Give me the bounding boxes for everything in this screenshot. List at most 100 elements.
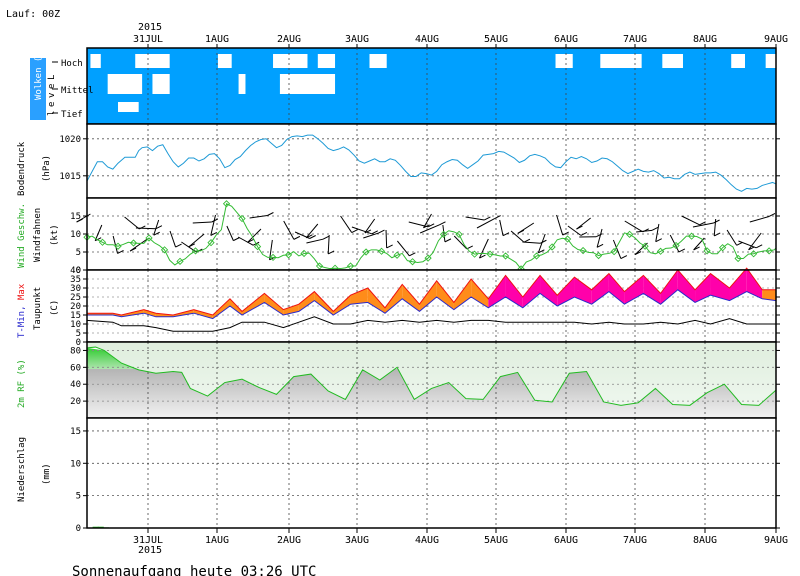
date-label-top: 6AUG: [554, 34, 578, 45]
precipitation-gridlines: [87, 418, 776, 528]
wind-barb-flag: [267, 212, 274, 216]
wind-barb: [499, 219, 504, 236]
clear-sky-gap: [118, 102, 139, 112]
wind-barb-flag: [76, 218, 83, 223]
wind-marker: [486, 250, 494, 258]
dewpoint-line: [86, 316, 776, 332]
ytick-label: 20: [70, 302, 81, 312]
date-label-bottom: 4AUG: [415, 535, 439, 546]
wind-barb-flag: [94, 237, 102, 242]
wind-barb: [749, 216, 770, 223]
top-date-labels: 31JUL 1AUG 2AUG 3AUG 4AUG 5AUG 6AUG 7AUG 8AUG 9AU…: [133, 34, 788, 48]
wind-marker: [191, 247, 200, 255]
wind-barb: [210, 214, 216, 236]
wind-marker: [222, 200, 231, 208]
wind-barb-flag: [596, 233, 603, 238]
wind-barb-flag: [210, 232, 217, 236]
wind-barb: [247, 228, 262, 243]
wind-barb-flag: [713, 219, 720, 224]
wind-barb-flag: [768, 213, 776, 217]
pressure-ylabel: Bodendruck: [17, 141, 27, 196]
cloud-cover-panel: Wolken (%) Level Hoch Mittel Tief: [30, 46, 800, 125]
wind-barb-flag: [714, 232, 721, 237]
date-label-top: 1AUG: [205, 34, 229, 45]
wind-marker: [129, 239, 138, 247]
temperature-range-segment: [608, 273, 625, 305]
date-label-bottom: 31JUL: [133, 535, 163, 546]
pressure-background: [87, 124, 776, 198]
clear-sky-gap: [317, 54, 336, 68]
wind-marker: [346, 262, 355, 270]
wind-barb-flag: [378, 229, 385, 234]
wind-marker: [563, 235, 572, 243]
temperature-range-segment: [746, 268, 763, 299]
wind-barb-flag: [699, 221, 706, 226]
wind-barb: [249, 214, 268, 219]
wind-marker: [703, 247, 711, 255]
clear-sky-gap: [369, 54, 387, 68]
temperature-range-segment: [591, 273, 609, 305]
temperature-range-segment: [350, 288, 368, 305]
wind-marker: [734, 254, 742, 263]
wind-marker: [610, 248, 618, 256]
date-label-top: 2AUG: [277, 34, 301, 45]
wind-barb: [112, 235, 119, 254]
wind-barb-flag: [309, 235, 316, 239]
dewpoint-ylabel: Taupunkt: [33, 287, 43, 330]
temperature-range-segment: [762, 289, 776, 301]
date-label-top: 9AUG: [764, 34, 788, 45]
temperature-range-segment: [522, 275, 541, 308]
wind-barb-flag: [351, 229, 358, 234]
pressure-series-line: [86, 134, 777, 192]
wind-barb-flag: [479, 254, 486, 259]
wind-barb: [363, 232, 379, 239]
precipitation-yticks: 0 5 10 15: [70, 427, 780, 534]
wind-barb: [305, 223, 319, 239]
wind-barb-flag: [117, 250, 124, 254]
wind-marker: [424, 254, 432, 262]
temperature-range-segment: [264, 293, 284, 315]
sunrise-footer: Sonnenaufgang heute 03:26 UTC: [72, 564, 316, 576]
date-label-bottom: 5AUG: [484, 535, 508, 546]
wind-ylabel: Wind Geschw.: [17, 203, 27, 268]
wind-barb: [192, 221, 212, 224]
humidity-panel: 20 40 60 80 2m RF (%): [17, 341, 780, 419]
wind-barb-flag: [423, 224, 430, 229]
cloud-ylabel: Wolken (%): [34, 46, 44, 100]
wind-marker: [687, 232, 696, 240]
wind-marker: [470, 250, 479, 258]
clear-sky-gap: [217, 54, 232, 68]
wind-barb-flag: [634, 251, 642, 256]
ytick-label: 10: [70, 230, 81, 240]
ytick-label: 0: [76, 338, 81, 348]
wind-marker: [532, 252, 541, 260]
wind-barb-flag: [596, 243, 604, 248]
wind-barb-flag: [364, 229, 372, 234]
run-label: Lauf: 00Z: [6, 9, 60, 20]
clear-sky-gap: [279, 74, 336, 94]
wind-barb: [681, 215, 700, 226]
clear-sky-gap: [731, 54, 745, 68]
clear-sky-gap: [152, 74, 170, 94]
pressure-yticks: 1015 1020: [59, 135, 780, 182]
precipitation-panel: 0 5 10 15 Niederschlag (mm): [17, 417, 780, 534]
temperature-range-segment: [660, 270, 678, 305]
cloud-cover-heatmap: [87, 48, 800, 124]
ytick-label: 35: [70, 275, 81, 285]
date-label-bottom: 2AUG: [277, 535, 301, 546]
date-label-top: 8AUG: [693, 34, 717, 45]
wind-barb-flag: [293, 235, 301, 240]
date-label-bottom: 6AUG: [554, 535, 578, 546]
clear-sky-gap: [238, 74, 246, 94]
wind-marker: [114, 242, 122, 250]
wind-barb-flag: [755, 244, 763, 249]
wind-barb: [596, 228, 603, 248]
wind-barb: [655, 223, 660, 242]
wind-barb-flag: [523, 238, 531, 243]
wind-barb: [188, 233, 205, 248]
ytick-label: 5: [76, 492, 81, 502]
wind-barb-flag: [538, 249, 545, 254]
temperature-range-segment: [384, 284, 403, 314]
wind-barb: [423, 213, 432, 229]
wind-marker: [455, 230, 463, 238]
